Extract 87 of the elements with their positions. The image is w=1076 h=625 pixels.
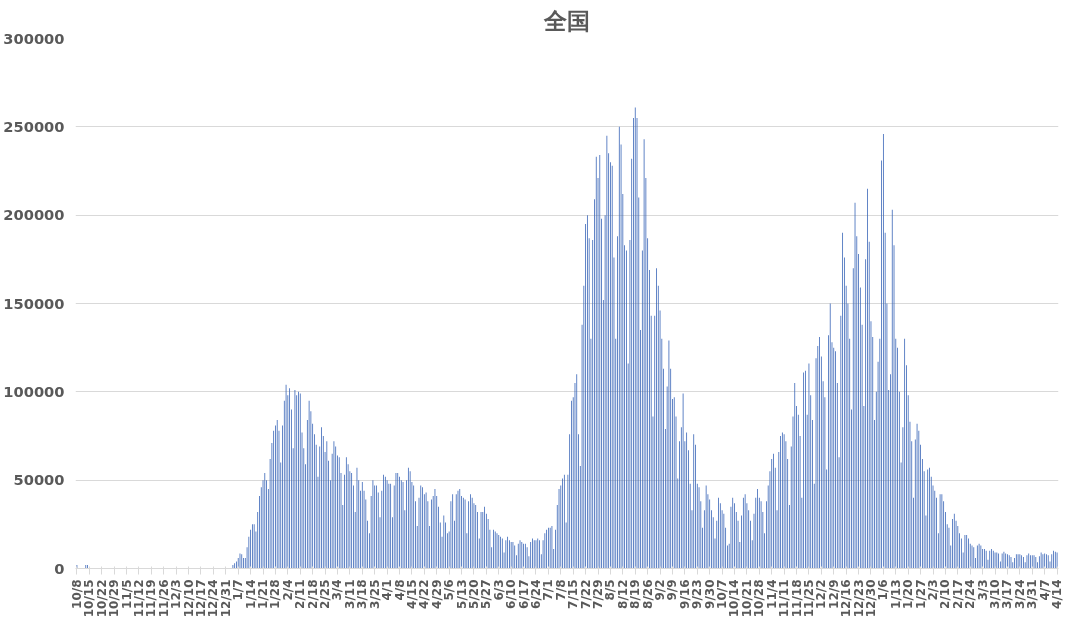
x-tick-label: 3/31 xyxy=(1025,579,1040,609)
x-tick-label: 6/17 xyxy=(516,579,531,609)
x-tick-label: 3/25 xyxy=(367,579,382,609)
x-tick-label: 6/3 xyxy=(491,579,506,601)
x-tick-label: 12/3 xyxy=(169,579,184,609)
x-tick-label: 3/4 xyxy=(330,579,345,601)
x-tick-label: 11/12 xyxy=(131,579,146,618)
y-tick-label: 300000 xyxy=(3,29,65,47)
x-tick-label: 7/15 xyxy=(566,579,581,609)
x-tick-label: 1/28 xyxy=(268,579,283,609)
x-tick-label: 11/26 xyxy=(156,579,171,618)
x-tick-label: 2/18 xyxy=(305,579,320,609)
x-tick-label: 4/7 xyxy=(1037,579,1052,601)
x-tick-label: 9/2 xyxy=(653,579,668,601)
x-tick-label: 4/14 xyxy=(1050,579,1065,609)
x-tick-label: 9/30 xyxy=(702,579,717,609)
x-tick-label: 3/24 xyxy=(1012,579,1027,609)
x-tick-label: 11/11 xyxy=(777,579,792,618)
x-tick-label: 11/4 xyxy=(764,579,779,609)
x-tick-label: 7/1 xyxy=(541,579,556,601)
x-tick-label: 3/18 xyxy=(355,579,370,609)
x-tick-label: 9/16 xyxy=(677,579,692,609)
y-tick-label: 100000 xyxy=(3,382,65,400)
x-tick-label: 9/23 xyxy=(690,579,705,609)
x-tick-label: 1/21 xyxy=(256,579,271,609)
x-tick-label: 7/22 xyxy=(578,579,593,609)
x-tick-label: 12/24 xyxy=(206,579,221,618)
x-tick-label: 4/29 xyxy=(429,579,444,609)
x-tick-label: 12/30 xyxy=(863,579,878,618)
x-tick-label: 12/16 xyxy=(839,579,854,618)
x-tick-label: 12/2 xyxy=(814,579,829,609)
x-tick-label: 5/6 xyxy=(442,579,457,601)
y-tick-label: 50000 xyxy=(13,471,65,489)
x-tick-label: 2/3 xyxy=(926,579,941,601)
x-tick-label: 8/12 xyxy=(615,579,630,609)
y-tick-label: 200000 xyxy=(3,206,65,224)
x-tick-label: 10/21 xyxy=(739,579,754,618)
x-tick-label: 2/25 xyxy=(318,579,333,609)
x-tick-label: 12/17 xyxy=(193,579,208,618)
x-tick-label: 8/26 xyxy=(640,579,655,609)
x-tick-label: 11/25 xyxy=(801,579,816,618)
x-tick-label: 8/5 xyxy=(603,579,618,601)
x-tick-label: 4/1 xyxy=(380,579,395,601)
x-tick-label: 3/10 xyxy=(988,579,1003,609)
x-tick-label: 12/10 xyxy=(181,579,196,618)
x-tick-label: 6/24 xyxy=(528,579,543,609)
x-tick-label: 3/3 xyxy=(975,579,990,601)
x-tick-label: 2/10 xyxy=(938,579,953,609)
y-tick-label: 150000 xyxy=(3,294,65,312)
x-tick-label: 12/9 xyxy=(826,579,841,609)
x-tick-label: 1/14 xyxy=(243,579,258,609)
x-tick-label: 11/19 xyxy=(144,579,159,618)
x-tick-label: 10/15 xyxy=(82,579,97,618)
x-tick-label: 12/23 xyxy=(851,579,866,618)
x-tick-label: 1/20 xyxy=(901,579,916,609)
x-tick-label: 6/10 xyxy=(504,579,519,609)
x-tick-label: 7/8 xyxy=(553,579,568,601)
x-tick-label: 1/7 xyxy=(231,579,246,601)
x-tick-label: 4/22 xyxy=(417,579,432,609)
x-tick-label: 1/13 xyxy=(888,579,903,609)
x-tick-label: 11/5 xyxy=(119,579,134,609)
x-tick-label: 10/22 xyxy=(94,579,109,618)
x-tick-label: 3/11 xyxy=(342,579,357,609)
x-tick-label: 12/31 xyxy=(218,579,233,618)
chart-title: 全国 xyxy=(543,7,590,34)
x-tick-label: 3/17 xyxy=(1000,579,1015,609)
x-tick-label: 5/20 xyxy=(466,579,481,609)
x-tick-label: 5/27 xyxy=(479,579,494,609)
x-tick-label: 2/11 xyxy=(293,579,308,609)
x-tick-label: 10/7 xyxy=(715,579,730,609)
x-tick-label: 2/24 xyxy=(963,579,978,609)
x-tick-label: 9/9 xyxy=(665,579,680,601)
x-tick-label: 11/18 xyxy=(789,579,804,618)
x-tick-label: 10/29 xyxy=(107,579,122,618)
x-tick-label: 2/4 xyxy=(280,579,295,601)
x-tick-label: 1/27 xyxy=(913,579,928,609)
x-tick-label: 1/6 xyxy=(876,579,891,601)
x-tick-label: 10/28 xyxy=(752,579,767,618)
x-tick-label: 5/13 xyxy=(454,579,469,609)
x-tick-label: 7/29 xyxy=(591,579,606,609)
x-tick-label: 2/17 xyxy=(950,579,965,609)
y-tick-label: 250000 xyxy=(3,117,65,135)
x-tick-label: 8/19 xyxy=(628,579,643,609)
x-tick-label: 10/8 xyxy=(69,579,84,609)
x-tick-label: 10/14 xyxy=(727,579,742,618)
x-tick-label: 4/8 xyxy=(392,579,407,601)
y-tick-label: 0 xyxy=(54,559,65,577)
